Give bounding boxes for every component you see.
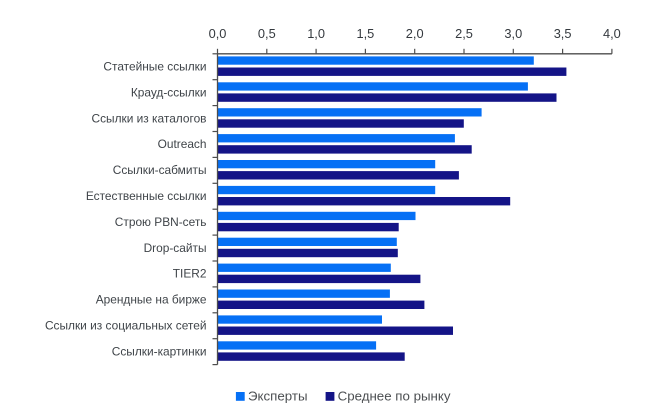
- svg-text:0,5: 0,5: [258, 26, 276, 41]
- svg-text:Ссылки из каталогов: Ссылки из каталогов: [92, 111, 207, 125]
- svg-text:Естественные ссылки: Естественные ссылки: [86, 189, 207, 203]
- svg-text:Эксперты: Эксперты: [248, 389, 308, 404]
- svg-text:Ссылки-сабмиты: Ссылки-сабмиты: [113, 163, 207, 177]
- svg-text:Среднее по рынку: Среднее по рынку: [338, 389, 451, 404]
- svg-text:0,0: 0,0: [209, 26, 227, 41]
- svg-text:2,0: 2,0: [406, 26, 424, 41]
- svg-text:Outreach: Outreach: [158, 137, 207, 151]
- svg-text:Статейные ссылки: Статейные ссылки: [103, 59, 206, 73]
- svg-text:Арендные на бирже: Арендные на бирже: [96, 293, 207, 307]
- svg-text:4,0: 4,0: [603, 26, 621, 41]
- svg-text:3,0: 3,0: [504, 26, 522, 41]
- svg-text:1,0: 1,0: [307, 26, 325, 41]
- svg-text:3,5: 3,5: [554, 26, 572, 41]
- svg-text:TIER2: TIER2: [173, 267, 207, 281]
- svg-text:Строю PBN-сеть: Строю PBN-сеть: [115, 215, 207, 229]
- svg-text:1,5: 1,5: [357, 26, 375, 41]
- svg-text:Крауд-ссылки: Крауд-ссылки: [131, 85, 207, 99]
- svg-text:2,5: 2,5: [455, 26, 473, 41]
- svg-text:Ссылки-картинки: Ссылки-картинки: [112, 344, 207, 358]
- svg-text:Ссылки из социальных сетей: Ссылки из социальных сетей: [45, 318, 207, 332]
- svg-text:Drop-сайты: Drop-сайты: [144, 241, 207, 255]
